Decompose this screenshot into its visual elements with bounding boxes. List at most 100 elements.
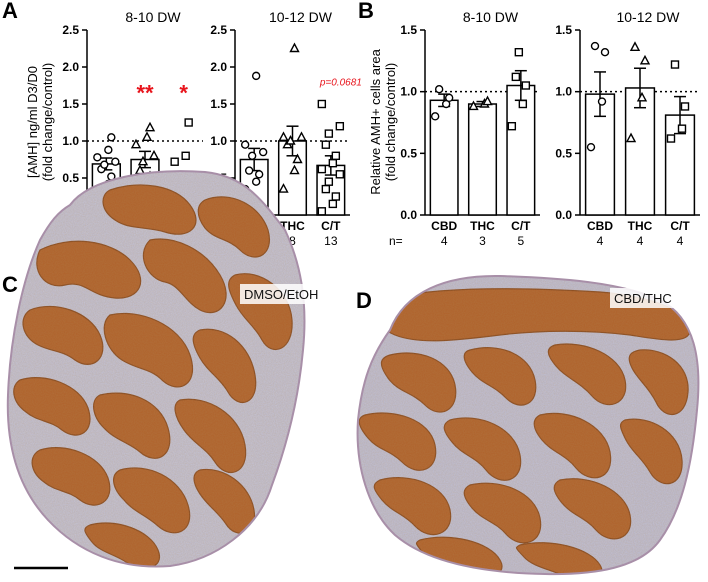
y-tick-label: 0.5 [555, 146, 572, 160]
data-point [292, 153, 303, 164]
data-point [148, 149, 160, 160]
n-label: 3 [479, 234, 486, 248]
data-point [590, 41, 600, 51]
data-point [680, 102, 690, 111]
n-prefix-b: n= [389, 234, 403, 248]
y-tick-label: 1.0 [62, 134, 79, 148]
data-point [144, 121, 156, 132]
n-label: 5 [517, 234, 524, 248]
y-tick-label: 1.0 [555, 85, 572, 99]
n-label: 4 [677, 234, 684, 248]
micrograph-d: CBD/THC [356, 274, 700, 576]
data-point [335, 121, 345, 131]
data-point [170, 157, 179, 166]
data-point [444, 93, 454, 103]
y-tick-label: 1.5 [62, 97, 79, 111]
data-point [670, 60, 680, 69]
data-point [130, 138, 142, 149]
y-tick-label: 0.0 [400, 208, 417, 222]
significance-annotation: * [179, 80, 188, 105]
x-tick-label: C/T [321, 219, 341, 233]
data-point [317, 207, 327, 216]
y-tick-label: 1.5 [400, 23, 417, 37]
chart-title: 10-12 DW [616, 9, 680, 25]
data-point [289, 164, 300, 175]
y-tick-label: 1.5 [555, 23, 572, 37]
data-point [184, 118, 193, 127]
data-point [247, 151, 257, 161]
data-point [518, 99, 528, 109]
data-point [639, 54, 651, 65]
y-tick-label: 2.5 [62, 23, 79, 37]
data-point [244, 166, 254, 175]
x-tick-label: CBD [431, 219, 457, 233]
data-point [434, 84, 444, 94]
x-tick-label: THC [628, 219, 653, 233]
micrograph-c-label: DMSO/EtOH [244, 287, 318, 302]
data-point [111, 157, 120, 166]
data-point [677, 124, 687, 133]
bar-ct [664, 114, 696, 216]
bar-thc [624, 87, 656, 216]
y-tick-label: 1.5 [210, 97, 227, 111]
x-tick-label: CBD [587, 219, 613, 233]
y-tick-label: 2.0 [210, 60, 227, 74]
data-point [296, 131, 307, 142]
data-point [137, 155, 149, 166]
data-point [331, 151, 341, 161]
data-point [600, 48, 610, 57]
data-point [514, 48, 524, 57]
data-point [254, 170, 264, 179]
x-tick-label: C/T [511, 219, 531, 233]
data-point [240, 140, 250, 149]
panel-label-a: A [2, 0, 18, 23]
data-point [258, 147, 268, 157]
data-point [321, 184, 331, 194]
significance-annotation: ** [136, 80, 154, 105]
data-point [430, 112, 440, 121]
panel-label-b: B [358, 0, 374, 23]
y-tick-label: 1.0 [210, 134, 227, 148]
data-point [666, 134, 676, 143]
data-point [328, 158, 338, 168]
micrograph-c: DMSO/EtOH [6, 170, 326, 570]
data-point [104, 145, 113, 155]
y-tick-label: 1.0 [400, 85, 417, 99]
data-point [317, 164, 327, 174]
n-label: 4 [597, 234, 604, 248]
panel-label-c: C [2, 272, 18, 297]
n-label: 13 [324, 234, 338, 248]
data-point [328, 199, 338, 209]
data-point [278, 183, 289, 193]
data-point [586, 142, 596, 152]
data-point [324, 129, 334, 138]
y-tick-label: 2.0 [62, 60, 79, 74]
data-point [251, 71, 261, 81]
chart-title: 10-12 DW [269, 9, 333, 25]
data-point [251, 177, 261, 186]
data-point [278, 131, 289, 142]
data-point [511, 72, 521, 82]
data-point [289, 42, 300, 53]
n-label: 8 [289, 234, 296, 248]
x-tick-label: THC [470, 219, 495, 233]
n-label: 4 [637, 234, 644, 248]
data-point [468, 100, 479, 111]
data-point [335, 170, 345, 179]
data-point [324, 177, 334, 186]
x-tick-label: C/T [670, 219, 690, 233]
panel-label-d: D [356, 288, 372, 313]
y-tick-label: 0.5 [400, 146, 417, 160]
data-point [93, 153, 102, 162]
data-point [331, 192, 341, 201]
y-axis-label: [AMH] ng/ml D3/D0(fold change/control) [25, 63, 55, 182]
data-point [625, 132, 637, 143]
data-point [100, 160, 109, 169]
data-point [321, 140, 331, 149]
micrograph-d-label: CBD/THC [614, 291, 672, 306]
data-point [507, 121, 517, 131]
data-point [317, 99, 327, 109]
